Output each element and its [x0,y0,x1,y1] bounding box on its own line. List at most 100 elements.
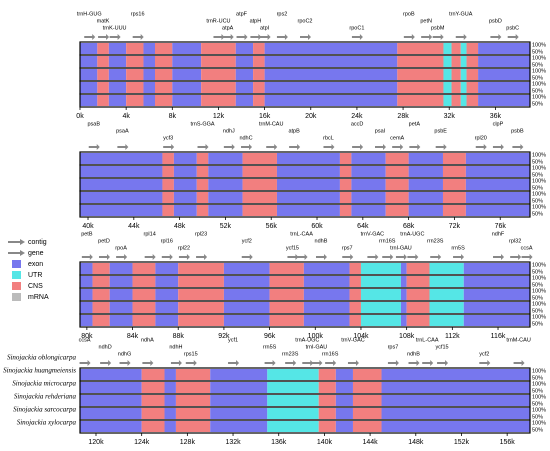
percent-label: 100% [532,178,546,184]
gene-arrow [407,254,419,260]
gene-label: trnH-GUG [77,11,102,17]
gene-label: ndhD [99,344,112,350]
gene-label: trnM-CAU [506,337,530,343]
gene-label: trnV-GAC [361,231,385,237]
gene-label: rrn23S [282,351,299,357]
conservation-segment [385,205,409,216]
gene-arrow [475,144,487,150]
conservation-segment [242,205,277,216]
conservation-segment [269,302,304,313]
legend-swatch [12,271,21,279]
x-tick-label: 24k [351,113,363,120]
gene-label: cemA [390,135,404,141]
conservation-segment [196,166,209,177]
conservation-segment [397,56,444,67]
gene-label: ycf15 [286,245,299,251]
conservation-segment [478,69,530,80]
conservation-segment [242,192,277,203]
conservation-segment [335,382,353,393]
gene-label: psbM [431,25,445,31]
x-tick-label: 20k [305,113,317,120]
gene-arrow [222,34,234,40]
conservation-segment [335,408,353,419]
conservation-segment [132,263,156,274]
gene-arrow [453,254,465,260]
conservation-segment [80,69,98,80]
conservation-segment [478,43,530,54]
conservation-segment [162,153,174,164]
species-name: Sinojackia sarcocarpa [13,406,76,414]
conservation-segment [97,95,109,106]
conservation-segment [80,315,93,326]
conservation-segment [201,95,236,106]
gene-arrow [325,360,337,366]
conservation-segment [80,263,93,274]
conservation-segment [173,179,197,190]
conservation-segment [429,263,464,274]
gene-label: rbcL [323,135,334,141]
gene-arrow [170,360,182,366]
x-tick-label: 28k [397,113,409,120]
conservation-segment [269,289,304,300]
conservation-segment [400,289,407,300]
gene-label: trnI-GAU [390,245,412,251]
conservation-segment [155,315,179,326]
conservation-segment [318,395,336,406]
legend-label: exon [28,261,43,268]
species-name: Sinojackia huangmeiensis [3,367,76,375]
conservation-segment [92,276,110,287]
conservation-segment [408,166,443,177]
conservation-segment [253,95,265,106]
x-tick-label: 44k [128,223,140,230]
percent-label: 50% [532,101,543,107]
x-tick-label: 120k [88,439,104,446]
gene-arrow [437,360,449,366]
gene-label: psaI [375,128,386,134]
conservation-segment [173,166,197,177]
conservation-segment [442,166,466,177]
gene-label: rps7 [342,245,353,251]
legend-label: gene [28,250,44,257]
x-tick-label: 64k [357,223,369,230]
gene-arrow [259,34,271,40]
percent-label: 50% [532,414,543,420]
conservation-segment [269,263,304,274]
x-tick-label: 132k [225,439,241,446]
conservation-segment [80,289,93,300]
conservation-segment [172,43,202,54]
gene-label: atpF [236,11,248,17]
gene-arrow [213,34,225,40]
conservation-segment [451,56,461,67]
gene-label: psbD [489,18,502,24]
percent-label: 50% [532,88,543,94]
conservation-segment [339,192,352,203]
conservation-segment [80,192,163,203]
conservation-segment [80,276,93,287]
gene-label: ndhF [492,231,505,237]
percent-label: 100% [532,420,546,426]
x-tick-label: 72k [449,223,461,230]
conservation-segment [109,289,133,300]
gene-label: psbC [506,25,519,31]
conservation-segment [108,43,127,54]
conservation-segment [276,205,340,216]
conservation-segment [351,166,386,177]
gene-arrow [236,34,248,40]
conservation-segment [253,82,265,93]
conservation-segment [465,192,530,203]
gene-arrow [241,254,253,260]
conservation-segment [276,192,340,203]
gene-label: psaA [116,128,129,134]
conservation-segment [178,315,224,326]
conservation-segment [385,153,409,164]
gene-arrow [493,254,505,260]
gene-arrow [521,254,533,260]
gene-arrow [302,360,314,366]
conservation-segment [406,315,430,326]
gene-label: trnK-UUU [103,25,127,31]
legend-swatch [12,260,21,268]
gene-arrow [323,144,335,150]
gene-label: rpl16 [161,238,173,244]
gene-label: ndhA [141,337,154,343]
legend-label: CNS [28,283,43,290]
